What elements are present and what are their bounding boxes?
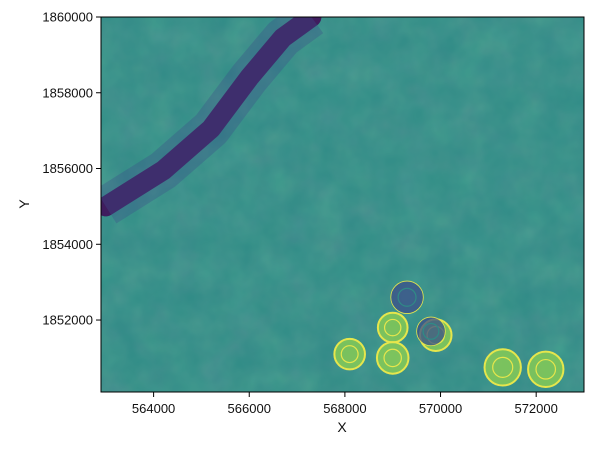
y-tick-label: 1860000 xyxy=(42,10,93,25)
irrigation-pivot xyxy=(333,337,366,371)
y-axis: 1852000 1854000 1856000 1858000 1860000 xyxy=(42,10,101,328)
river-margin xyxy=(101,17,324,224)
irrigation-pivot xyxy=(483,348,522,387)
y-tick-label: 1852000 xyxy=(42,313,93,328)
irrigation-pivot xyxy=(376,311,409,344)
river-band xyxy=(101,17,322,217)
irrigation-pivot xyxy=(527,350,565,388)
pivot-ring xyxy=(535,358,557,380)
y-tick-label: 1854000 xyxy=(42,237,93,252)
plot-frame xyxy=(100,16,585,393)
x-tick-label: 564000 xyxy=(132,401,175,416)
pivot-ring xyxy=(422,322,440,340)
x-tick-label: 568000 xyxy=(323,401,366,416)
pivot-ring xyxy=(492,356,514,378)
irrigation-pivot xyxy=(390,280,424,314)
heatmap-image xyxy=(101,17,584,392)
y-tick-label: 1856000 xyxy=(42,161,93,176)
x-tick-label: 566000 xyxy=(228,401,271,416)
irrigation-pivot xyxy=(375,341,410,375)
pivot-ring xyxy=(383,348,402,368)
x-tick-label: 572000 xyxy=(514,401,557,416)
image-texture xyxy=(101,17,584,392)
pivot-ring xyxy=(383,318,402,337)
x-tick-label: 570000 xyxy=(419,401,462,416)
pivot-ring xyxy=(397,287,417,307)
y-tick-label: 1858000 xyxy=(42,85,93,100)
x-axis-label: X xyxy=(337,419,347,435)
pivot-ring xyxy=(340,345,359,364)
irrigation-pivot xyxy=(416,316,446,347)
image-features xyxy=(101,17,565,388)
y-axis-label: Y xyxy=(16,199,32,209)
x-axis: 564000 566000 568000 570000 572000 xyxy=(132,392,558,416)
